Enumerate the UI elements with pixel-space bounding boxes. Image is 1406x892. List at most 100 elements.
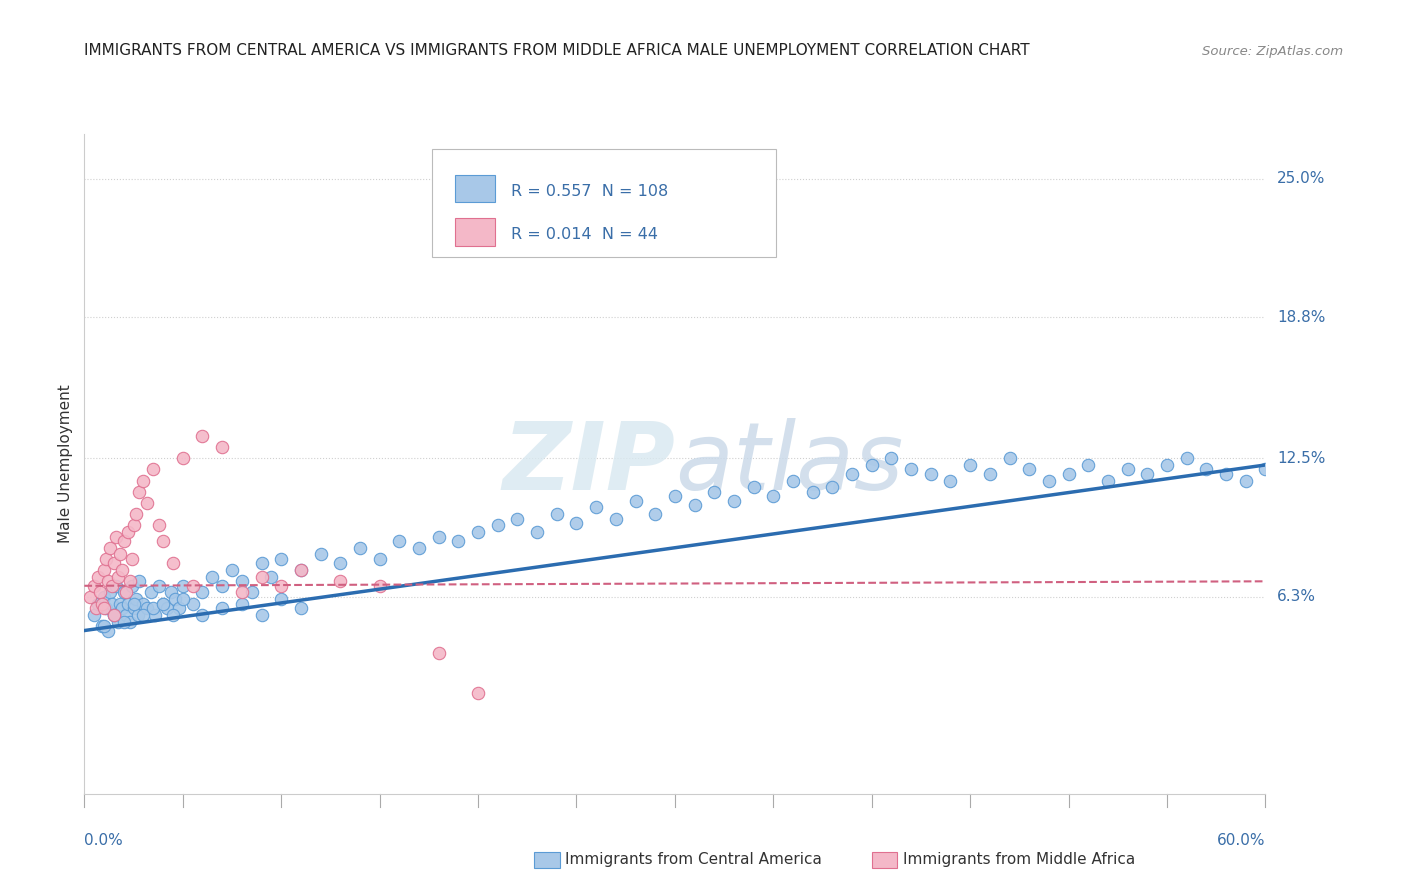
Point bbox=[1136, 467, 1159, 481]
Point bbox=[167, 601, 190, 615]
Point bbox=[260, 570, 283, 584]
Point bbox=[290, 563, 312, 577]
Point bbox=[329, 557, 352, 571]
Point bbox=[644, 507, 666, 521]
Point bbox=[349, 541, 371, 555]
Point bbox=[585, 500, 607, 515]
Point bbox=[163, 592, 186, 607]
Point bbox=[1097, 474, 1119, 488]
Point bbox=[104, 579, 127, 593]
Point bbox=[1077, 458, 1099, 472]
Point bbox=[101, 597, 124, 611]
Point bbox=[250, 607, 273, 622]
Point bbox=[506, 511, 529, 525]
Point bbox=[191, 607, 214, 622]
Point bbox=[162, 557, 184, 571]
Point bbox=[723, 493, 745, 508]
Point bbox=[93, 590, 115, 604]
Point bbox=[979, 467, 1001, 481]
Point bbox=[1234, 474, 1257, 488]
Point bbox=[329, 574, 352, 589]
Point bbox=[117, 597, 139, 611]
Point bbox=[427, 530, 450, 544]
Point bbox=[860, 458, 883, 472]
Point bbox=[108, 548, 131, 562]
Point bbox=[290, 601, 312, 615]
Point bbox=[270, 552, 292, 566]
Point bbox=[79, 590, 101, 604]
Point bbox=[148, 518, 170, 533]
Point bbox=[240, 585, 263, 599]
Point bbox=[128, 574, 150, 589]
Text: Source: ZipAtlas.com: Source: ZipAtlas.com bbox=[1202, 45, 1343, 58]
Point bbox=[605, 511, 627, 525]
Point bbox=[368, 579, 391, 593]
Point bbox=[427, 646, 450, 660]
Point bbox=[181, 579, 204, 593]
Point bbox=[801, 484, 824, 499]
Point bbox=[83, 579, 105, 593]
Point bbox=[121, 552, 143, 566]
Point bbox=[841, 467, 863, 481]
Point bbox=[107, 615, 129, 629]
Point bbox=[664, 489, 686, 503]
Point bbox=[172, 579, 194, 593]
Text: 60.0%: 60.0% bbox=[1218, 833, 1265, 848]
Point bbox=[118, 615, 141, 629]
Point bbox=[91, 619, 114, 633]
Point bbox=[231, 597, 253, 611]
Text: 25.0%: 25.0% bbox=[1277, 171, 1326, 186]
Point bbox=[91, 597, 114, 611]
Point bbox=[1057, 467, 1080, 481]
Text: R = 0.557  N = 108: R = 0.557 N = 108 bbox=[512, 184, 669, 199]
Point bbox=[98, 585, 121, 599]
Point bbox=[118, 574, 141, 589]
Point bbox=[148, 579, 170, 593]
Point bbox=[87, 597, 110, 611]
Point bbox=[122, 597, 145, 611]
Point bbox=[211, 440, 233, 454]
Point bbox=[467, 525, 489, 540]
Point bbox=[181, 597, 204, 611]
Point bbox=[112, 534, 135, 549]
Point bbox=[83, 607, 105, 622]
Point bbox=[114, 607, 136, 622]
Point bbox=[172, 451, 194, 466]
Point bbox=[1215, 467, 1237, 481]
Point bbox=[121, 579, 143, 593]
Point bbox=[94, 601, 117, 615]
Point bbox=[998, 451, 1021, 466]
Text: 18.8%: 18.8% bbox=[1277, 310, 1326, 325]
Text: IMMIGRANTS FROM CENTRAL AMERICA VS IMMIGRANTS FROM MIDDLE AFRICA MALE UNEMPLOYME: IMMIGRANTS FROM CENTRAL AMERICA VS IMMIG… bbox=[84, 43, 1031, 58]
Point bbox=[141, 585, 163, 599]
Text: 12.5%: 12.5% bbox=[1277, 450, 1326, 466]
Point bbox=[152, 597, 174, 611]
Point bbox=[221, 563, 243, 577]
Point bbox=[124, 507, 146, 521]
Point bbox=[821, 480, 844, 494]
Point bbox=[87, 570, 110, 584]
Point bbox=[132, 474, 155, 488]
Point bbox=[467, 686, 489, 700]
Point bbox=[782, 474, 804, 488]
Text: R = 0.014  N = 44: R = 0.014 N = 44 bbox=[512, 227, 658, 243]
Point bbox=[160, 585, 183, 599]
Point bbox=[880, 451, 903, 466]
Point bbox=[762, 489, 785, 503]
Point bbox=[447, 534, 470, 549]
Point bbox=[122, 518, 145, 533]
Point bbox=[143, 607, 166, 622]
Point bbox=[939, 474, 962, 488]
Point bbox=[250, 557, 273, 571]
Point bbox=[368, 552, 391, 566]
Point bbox=[107, 570, 129, 584]
Point bbox=[1018, 462, 1040, 476]
Point bbox=[486, 518, 509, 533]
Point bbox=[103, 557, 125, 571]
Point bbox=[124, 592, 146, 607]
Point bbox=[290, 563, 312, 577]
Point bbox=[250, 570, 273, 584]
Point bbox=[565, 516, 588, 530]
Point bbox=[103, 607, 125, 622]
Point bbox=[211, 579, 233, 593]
